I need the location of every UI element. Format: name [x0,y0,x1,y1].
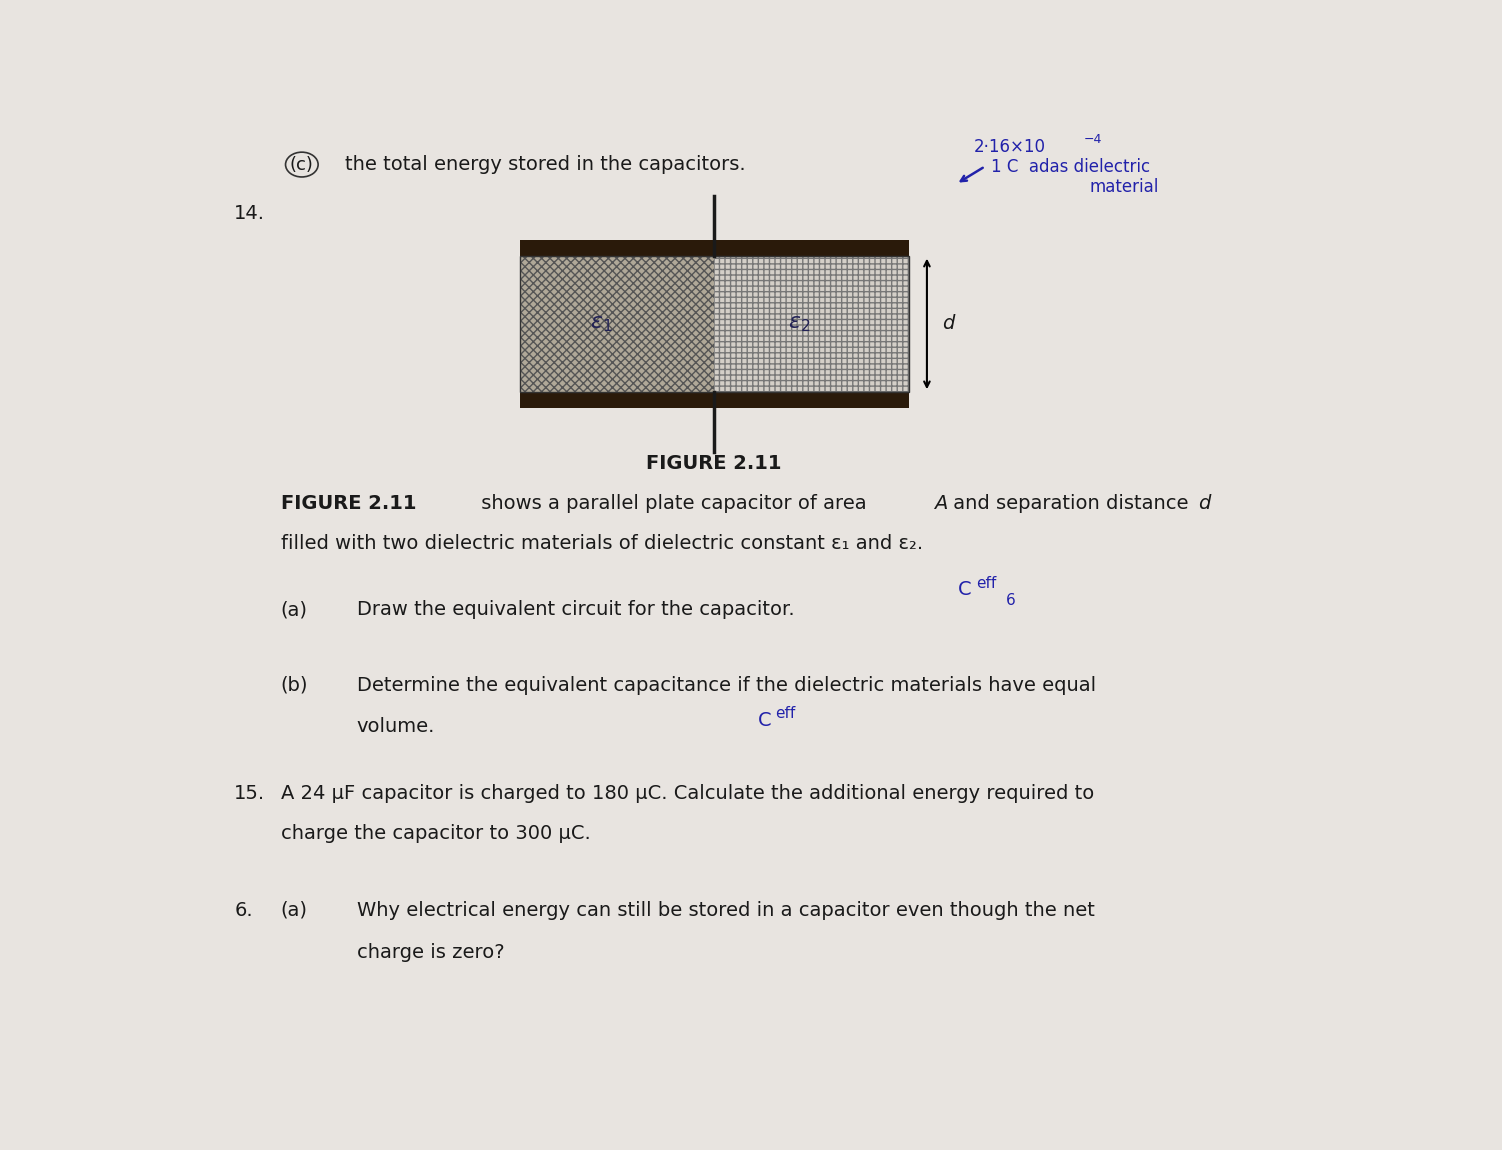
Text: $\varepsilon_1$: $\varepsilon_1$ [590,314,613,334]
Text: FIGURE 2.11: FIGURE 2.11 [281,494,416,513]
Text: (a): (a) [281,900,308,920]
Bar [713,255,909,392]
Bar [520,392,910,408]
Bar [713,255,909,392]
Bar [520,255,910,392]
Text: 6: 6 [1006,592,1015,607]
Text: filled with two dielectric materials of dielectric constant ε₁ and ε₂.: filled with two dielectric materials of … [281,534,924,553]
Bar [520,255,713,392]
Text: material: material [1090,178,1160,196]
Text: charge the capacitor to 300 μC.: charge the capacitor to 300 μC. [281,823,590,843]
Text: d: d [1199,494,1211,513]
Text: volume.: volume. [356,718,436,736]
Text: C: C [759,711,772,730]
Text: (c): (c) [290,155,314,174]
Bar [520,240,910,255]
Text: $\varepsilon_2$: $\varepsilon_2$ [787,314,810,334]
Text: Determine the equivalent capacitance if the dielectric materials have equal: Determine the equivalent capacitance if … [356,676,1095,695]
Text: (b): (b) [281,676,308,695]
Text: 2·16×10: 2·16×10 [973,138,1045,156]
Text: 15.: 15. [234,784,266,803]
Text: shows a parallel plate capacitor of area: shows a parallel plate capacitor of area [475,494,873,513]
Text: and separation distance: and separation distance [946,494,1194,513]
Text: 6.: 6. [234,900,252,920]
Text: A 24 μF capacitor is charged to 180 μC. Calculate the additional energy required: A 24 μF capacitor is charged to 180 μC. … [281,784,1093,803]
Text: 1 C  adas dielectric: 1 C adas dielectric [991,159,1151,176]
Text: Draw the equivalent circuit for the capacitor.: Draw the equivalent circuit for the capa… [356,600,795,620]
Text: −4: −4 [1084,133,1102,146]
Text: d: d [942,314,954,334]
Bar [520,255,713,392]
Text: Why electrical energy can still be stored in a capacitor even though the net: Why electrical energy can still be store… [356,900,1095,920]
Text: eff: eff [976,576,996,591]
Text: 14.: 14. [234,204,266,223]
Text: C: C [958,580,972,599]
Text: charge is zero?: charge is zero? [356,943,505,963]
Text: eff: eff [775,706,796,721]
Text: FIGURE 2.11: FIGURE 2.11 [646,454,781,474]
Text: (a): (a) [281,600,308,620]
Text: A: A [934,494,948,513]
Text: the total energy stored in the capacitors.: the total energy stored in the capacitor… [345,155,745,174]
